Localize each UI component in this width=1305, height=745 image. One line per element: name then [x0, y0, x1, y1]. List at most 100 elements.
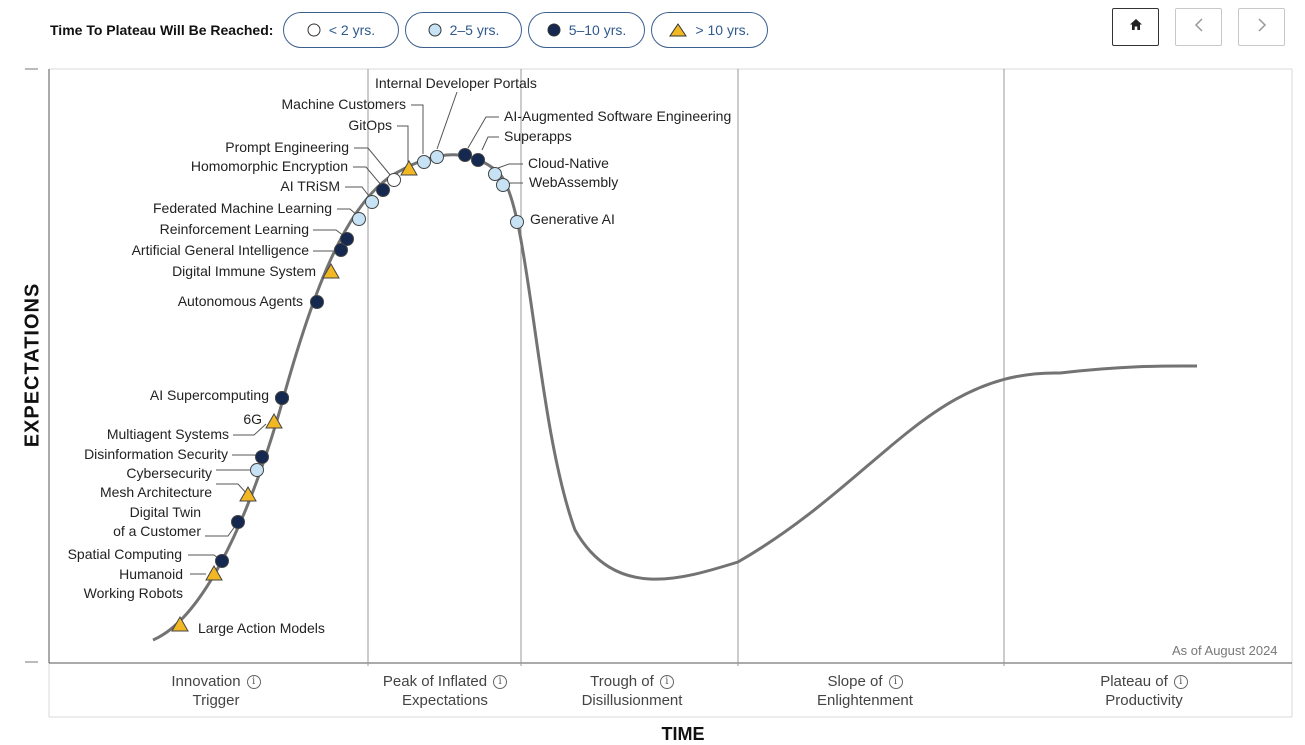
filter-2to5-button[interactable]: 2–5 yrs.: [405, 12, 522, 48]
marker-machine-customers[interactable]: [417, 155, 431, 169]
label-internal-developer-portals[interactable]: Internal Developer Portals: [375, 75, 537, 91]
label-6g[interactable]: 6G: [243, 411, 262, 427]
marker-cybersecurity[interactable]: [250, 463, 264, 477]
home-icon: [1129, 18, 1143, 36]
info-icon[interactable]: i: [246, 674, 261, 689]
marker-humanoid-working-robots[interactable]: [205, 564, 223, 581]
y-axis-label: EXPECTATIONS: [21, 282, 44, 448]
phase-peak-of-inflated-expectations: Peak of Inflated i Expectations: [370, 672, 520, 710]
label-spatial-computing[interactable]: Spatial Computing: [68, 546, 182, 562]
filter-lt2-button[interactable]: < 2 yrs.: [283, 12, 399, 48]
marker-autonomous-agents[interactable]: [310, 295, 324, 309]
marker-internal-developer-portals[interactable]: [430, 150, 444, 164]
phase-plateau-of-productivity: Plateau of i Productivity: [1084, 672, 1204, 710]
phase-line1: Trough of: [590, 673, 654, 690]
as-of-date: As of August 2024: [1172, 643, 1278, 658]
leader-line-multiagent-systems: [233, 423, 267, 436]
marker-mesh-architecture[interactable]: [239, 485, 257, 502]
phase-line2: Disillusionment: [581, 692, 683, 709]
filter-5to10-label: 5–10 yrs.: [568, 22, 627, 38]
leader-line-gitops: [397, 125, 409, 163]
filter-gt10-button[interactable]: > 10 yrs.: [651, 12, 768, 48]
marker-disinformation-security[interactable]: [255, 450, 269, 464]
phase-line2: Expectations: [402, 692, 488, 709]
label-ai-augmented-software-engineering[interactable]: AI-Augmented Software Engineering: [504, 108, 731, 124]
marker-superapps[interactable]: [471, 153, 485, 167]
label-superapps[interactable]: Superapps: [504, 128, 572, 144]
phase-line2: Trigger: [192, 692, 240, 709]
marker-cloud-native[interactable]: [488, 167, 502, 181]
label-homomorphic-encryption[interactable]: Homomorphic Encryption: [191, 158, 348, 174]
leader-line-machine-customers: [411, 104, 424, 154]
marker-artificial-general-intelligence[interactable]: [334, 243, 348, 257]
marker-ai-augmented-software-engineering[interactable]: [458, 148, 472, 162]
filter-gt10-label: > 10 yrs.: [695, 22, 750, 38]
leader-line-reinforcement-learning: [313, 229, 345, 237]
marker-prompt-engineering[interactable]: [387, 173, 401, 187]
filter-2to5-label: 2–5 yrs.: [449, 22, 500, 38]
label-mesh-architecture[interactable]: Mesh Architecture: [100, 484, 212, 500]
next-button[interactable]: [1238, 8, 1285, 46]
label-artificial-general-intelligence[interactable]: Artificial General Intelligence: [132, 242, 310, 258]
label-ai-trism[interactable]: AI TRiSM: [280, 178, 340, 194]
label-digital-immune-system[interactable]: Digital Immune System: [172, 263, 316, 279]
yellow-triangle-icon: [669, 23, 688, 37]
marker-large-action-models[interactable]: [171, 615, 189, 632]
filter-lt2-label: < 2 yrs.: [328, 22, 376, 38]
label-multiagent-systems[interactable]: Multiagent Systems: [107, 426, 229, 442]
chevron-right-icon: [1257, 17, 1267, 37]
marker-multiagent-systems[interactable]: [265, 412, 283, 429]
leader-line-prompt-engineering: [354, 147, 392, 177]
marker-digital-immune-system[interactable]: [322, 262, 340, 279]
marker-webassembly[interactable]: [496, 178, 510, 192]
label-cloud-native[interactable]: Cloud-Native: [528, 155, 609, 171]
filter-5to10-button[interactable]: 5–10 yrs.: [528, 12, 645, 48]
label-webassembly[interactable]: WebAssembly: [529, 174, 618, 190]
phase-trough-of-disillusionment: Trough of i Disillusionment: [562, 672, 702, 710]
label-humanoid-working-robots[interactable]: Humanoid Working Robots: [84, 566, 183, 601]
label-prompt-engineering[interactable]: Prompt Engineering: [225, 139, 349, 155]
chevron-left-icon: [1194, 17, 1204, 37]
marker-ai-supercomputing[interactable]: [275, 391, 289, 405]
phase-dividers: [367, 69, 1005, 666]
label-federated-machine-learning[interactable]: Federated Machine Learning: [153, 200, 332, 216]
label-cybersecurity[interactable]: Cybersecurity: [126, 465, 212, 481]
label-digital-twin-of-a-customer[interactable]: Digital Twin of a Customer: [113, 504, 201, 539]
x-axis-label: TIME: [661, 724, 705, 744]
technology-markers: [171, 148, 524, 632]
info-icon[interactable]: i: [493, 674, 508, 689]
label-reinforcement-learning[interactable]: Reinforcement Learning: [160, 221, 309, 237]
phase-slope-of-enlightenment: Slope of i Enlightenment: [800, 672, 930, 710]
leader-line-ai-trism: [345, 186, 373, 201]
info-icon[interactable]: i: [1173, 674, 1188, 689]
marker-ai-trism[interactable]: [376, 183, 390, 197]
white-circle-icon: [307, 23, 321, 37]
info-icon[interactable]: i: [888, 674, 903, 689]
phase-line1: Innovation: [171, 673, 241, 690]
marker-gitops[interactable]: [400, 159, 418, 176]
previous-button[interactable]: [1175, 8, 1222, 46]
label-generative-ai[interactable]: Generative AI: [530, 211, 615, 227]
label-ai-supercomputing[interactable]: AI Supercomputing: [150, 387, 269, 403]
info-icon[interactable]: i: [659, 674, 674, 689]
chart-frame: [25, 68, 1293, 718]
marker-generative-ai[interactable]: [510, 215, 524, 229]
leader-line-internal-developer-portals: [436, 91, 458, 150]
marker-spatial-computing[interactable]: [215, 554, 229, 568]
label-machine-customers[interactable]: Machine Customers: [282, 96, 407, 112]
label-gitops[interactable]: GitOps: [348, 117, 392, 133]
leader-line-homomorphic-encryption: [353, 166, 383, 187]
phase-line2: Enlightenment: [817, 692, 913, 709]
marker-federated-machine-learning[interactable]: [352, 212, 366, 226]
label-disinformation-security[interactable]: Disinformation Security: [84, 446, 228, 462]
legend-title: Time To Plateau Will Be Reached:: [50, 22, 274, 38]
phase-line1: Peak of Inflated: [382, 673, 488, 690]
home-button[interactable]: [1112, 8, 1159, 46]
marker-homomorphic-encryption[interactable]: [365, 195, 379, 209]
label-autonomous-agents[interactable]: Autonomous Agents: [178, 293, 303, 309]
leader-line-mesh-architecture: [216, 483, 249, 496]
label-large-action-models[interactable]: Large Action Models: [198, 620, 325, 636]
marker-reinforcement-learning[interactable]: [340, 232, 354, 246]
marker-digital-twin-of-a-customer[interactable]: [231, 515, 245, 529]
